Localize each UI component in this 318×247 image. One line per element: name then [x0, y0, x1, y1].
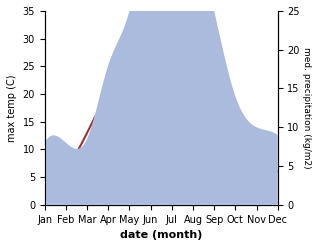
Y-axis label: med. precipitation (kg/m2): med. precipitation (kg/m2) — [302, 47, 311, 169]
Y-axis label: max temp (C): max temp (C) — [7, 74, 17, 142]
X-axis label: date (month): date (month) — [120, 230, 203, 240]
